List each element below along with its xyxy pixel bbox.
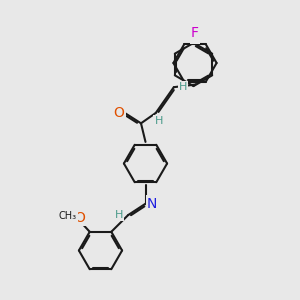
Text: O: O [75, 211, 86, 225]
Text: O: O [114, 106, 124, 120]
Text: F: F [191, 28, 199, 42]
Text: CH₃: CH₃ [58, 211, 76, 221]
Text: H: H [115, 210, 123, 220]
Text: H: H [154, 116, 163, 126]
Text: F: F [191, 26, 199, 40]
Text: N: N [147, 197, 157, 211]
Text: H: H [178, 82, 187, 92]
